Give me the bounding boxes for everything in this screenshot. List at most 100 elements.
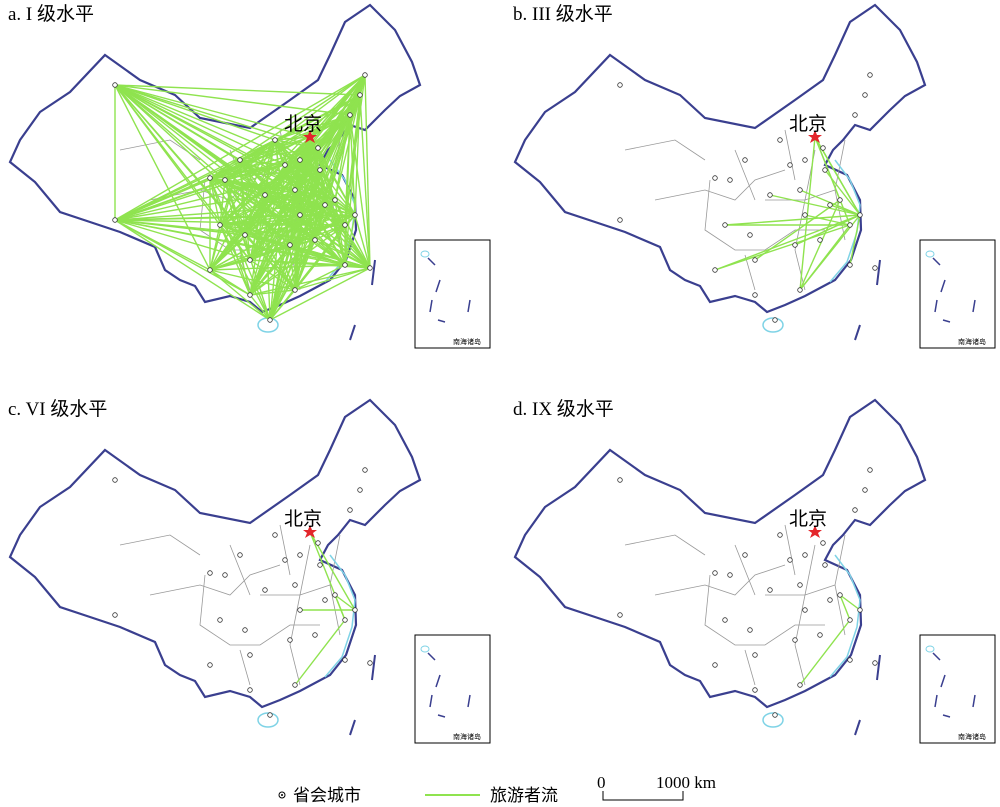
tourist-flow [294,189,326,206]
provincial-capital [847,617,853,623]
provincial-capital [222,572,228,578]
provincial-capital [847,222,853,228]
provincial-capital [262,587,268,593]
tourist-flow [209,234,246,271]
tourist-flow [209,177,336,201]
tourist-flow [814,136,841,201]
provincial-capital [247,257,253,263]
provincial-capital [247,687,253,693]
provincial-capital [315,145,321,151]
provincial-capital [802,157,808,163]
provincial-capital [317,562,323,568]
tourist-flow [794,214,861,246]
tourist-flow [849,214,861,266]
provincial-capital [822,562,828,568]
provincial-capital [287,637,293,643]
provincial-capital [822,167,828,173]
tourist-flow [114,84,351,116]
panel-title: b. III 级水平 [513,3,613,25]
provincial-capital [242,232,248,238]
provincial-capital [712,267,718,273]
provincial-capital [797,582,803,588]
provincial-capital [322,597,328,603]
provincial-capital [297,157,303,163]
provincial-capital [817,237,823,243]
provincial-capital [247,292,253,298]
provincial-capital [862,92,868,98]
tourist-flow [319,169,356,216]
tourist-flow [114,84,319,149]
tourist-flow [344,114,351,266]
provincial-capital [772,317,778,323]
tourist-flow [364,74,371,269]
tourist-flow [754,199,841,261]
inset-label: 南海诸岛 [453,732,481,741]
tourist-flow [354,94,361,216]
provincial-capital [272,532,278,538]
tourist-flow [334,594,356,611]
provincial-capital [747,627,753,633]
provincial-capital [112,612,118,618]
provincial-capital [297,607,303,613]
provincial-capital [315,540,321,546]
provincial-capital [767,587,773,593]
tourist-flow [359,94,371,269]
tourist-flow [114,84,291,246]
provincial-capital [332,592,338,598]
provincial-capital [282,557,288,563]
provincial-capital [802,212,808,218]
tourist-flow [274,114,351,141]
provincial-capital [712,570,718,576]
tourist-flow [249,169,321,296]
provincial-capital [867,467,873,473]
capital-label: 北京 [284,508,322,530]
provincial-capital [362,467,368,473]
inset-label: 南海诸岛 [453,337,481,346]
tourist-flow [209,199,336,271]
tourist-flow [799,224,851,291]
provincial-capital [242,627,248,633]
provincial-capital [847,657,853,663]
tourist-flow [249,259,296,291]
beijing-star [303,130,317,143]
provincial-capital [207,570,213,576]
tourist-flow [317,147,336,201]
tourist-flow [239,159,336,201]
provincial-capital [352,212,358,218]
tourist-flow [269,289,296,321]
provincial-capital [777,137,783,143]
provincial-capital [712,662,718,668]
tourist-flow [114,219,271,321]
tourist-flow [114,177,211,221]
provincial-capital [727,572,733,578]
provincial-capital [742,552,748,558]
provincial-capital [112,217,118,223]
provincial-capital [747,232,753,238]
provincial-capital [322,202,328,208]
tourist-flow [349,114,356,216]
provincial-capital [797,187,803,193]
beijing-star [808,525,822,538]
provincial-capital [367,660,373,666]
provincial-capital [722,222,728,228]
tourist-flow [714,214,861,271]
tourist-flow [829,204,861,216]
legend-city-symbol [278,791,286,799]
tourist-flow [294,264,346,291]
tourist-flow [294,267,371,291]
tourist-flow [354,214,371,269]
tourist-flow [839,594,861,611]
provincial-capital [207,175,213,181]
provincial-capital [727,177,733,183]
provincial-capital [347,112,353,118]
tourist-flow [249,164,286,296]
provincial-capital [267,317,273,323]
legend: 省会城市 旅游者流 0 1000 km [278,773,716,805]
provincial-capital [852,507,858,513]
panel-title: c. VI 级水平 [8,398,107,420]
